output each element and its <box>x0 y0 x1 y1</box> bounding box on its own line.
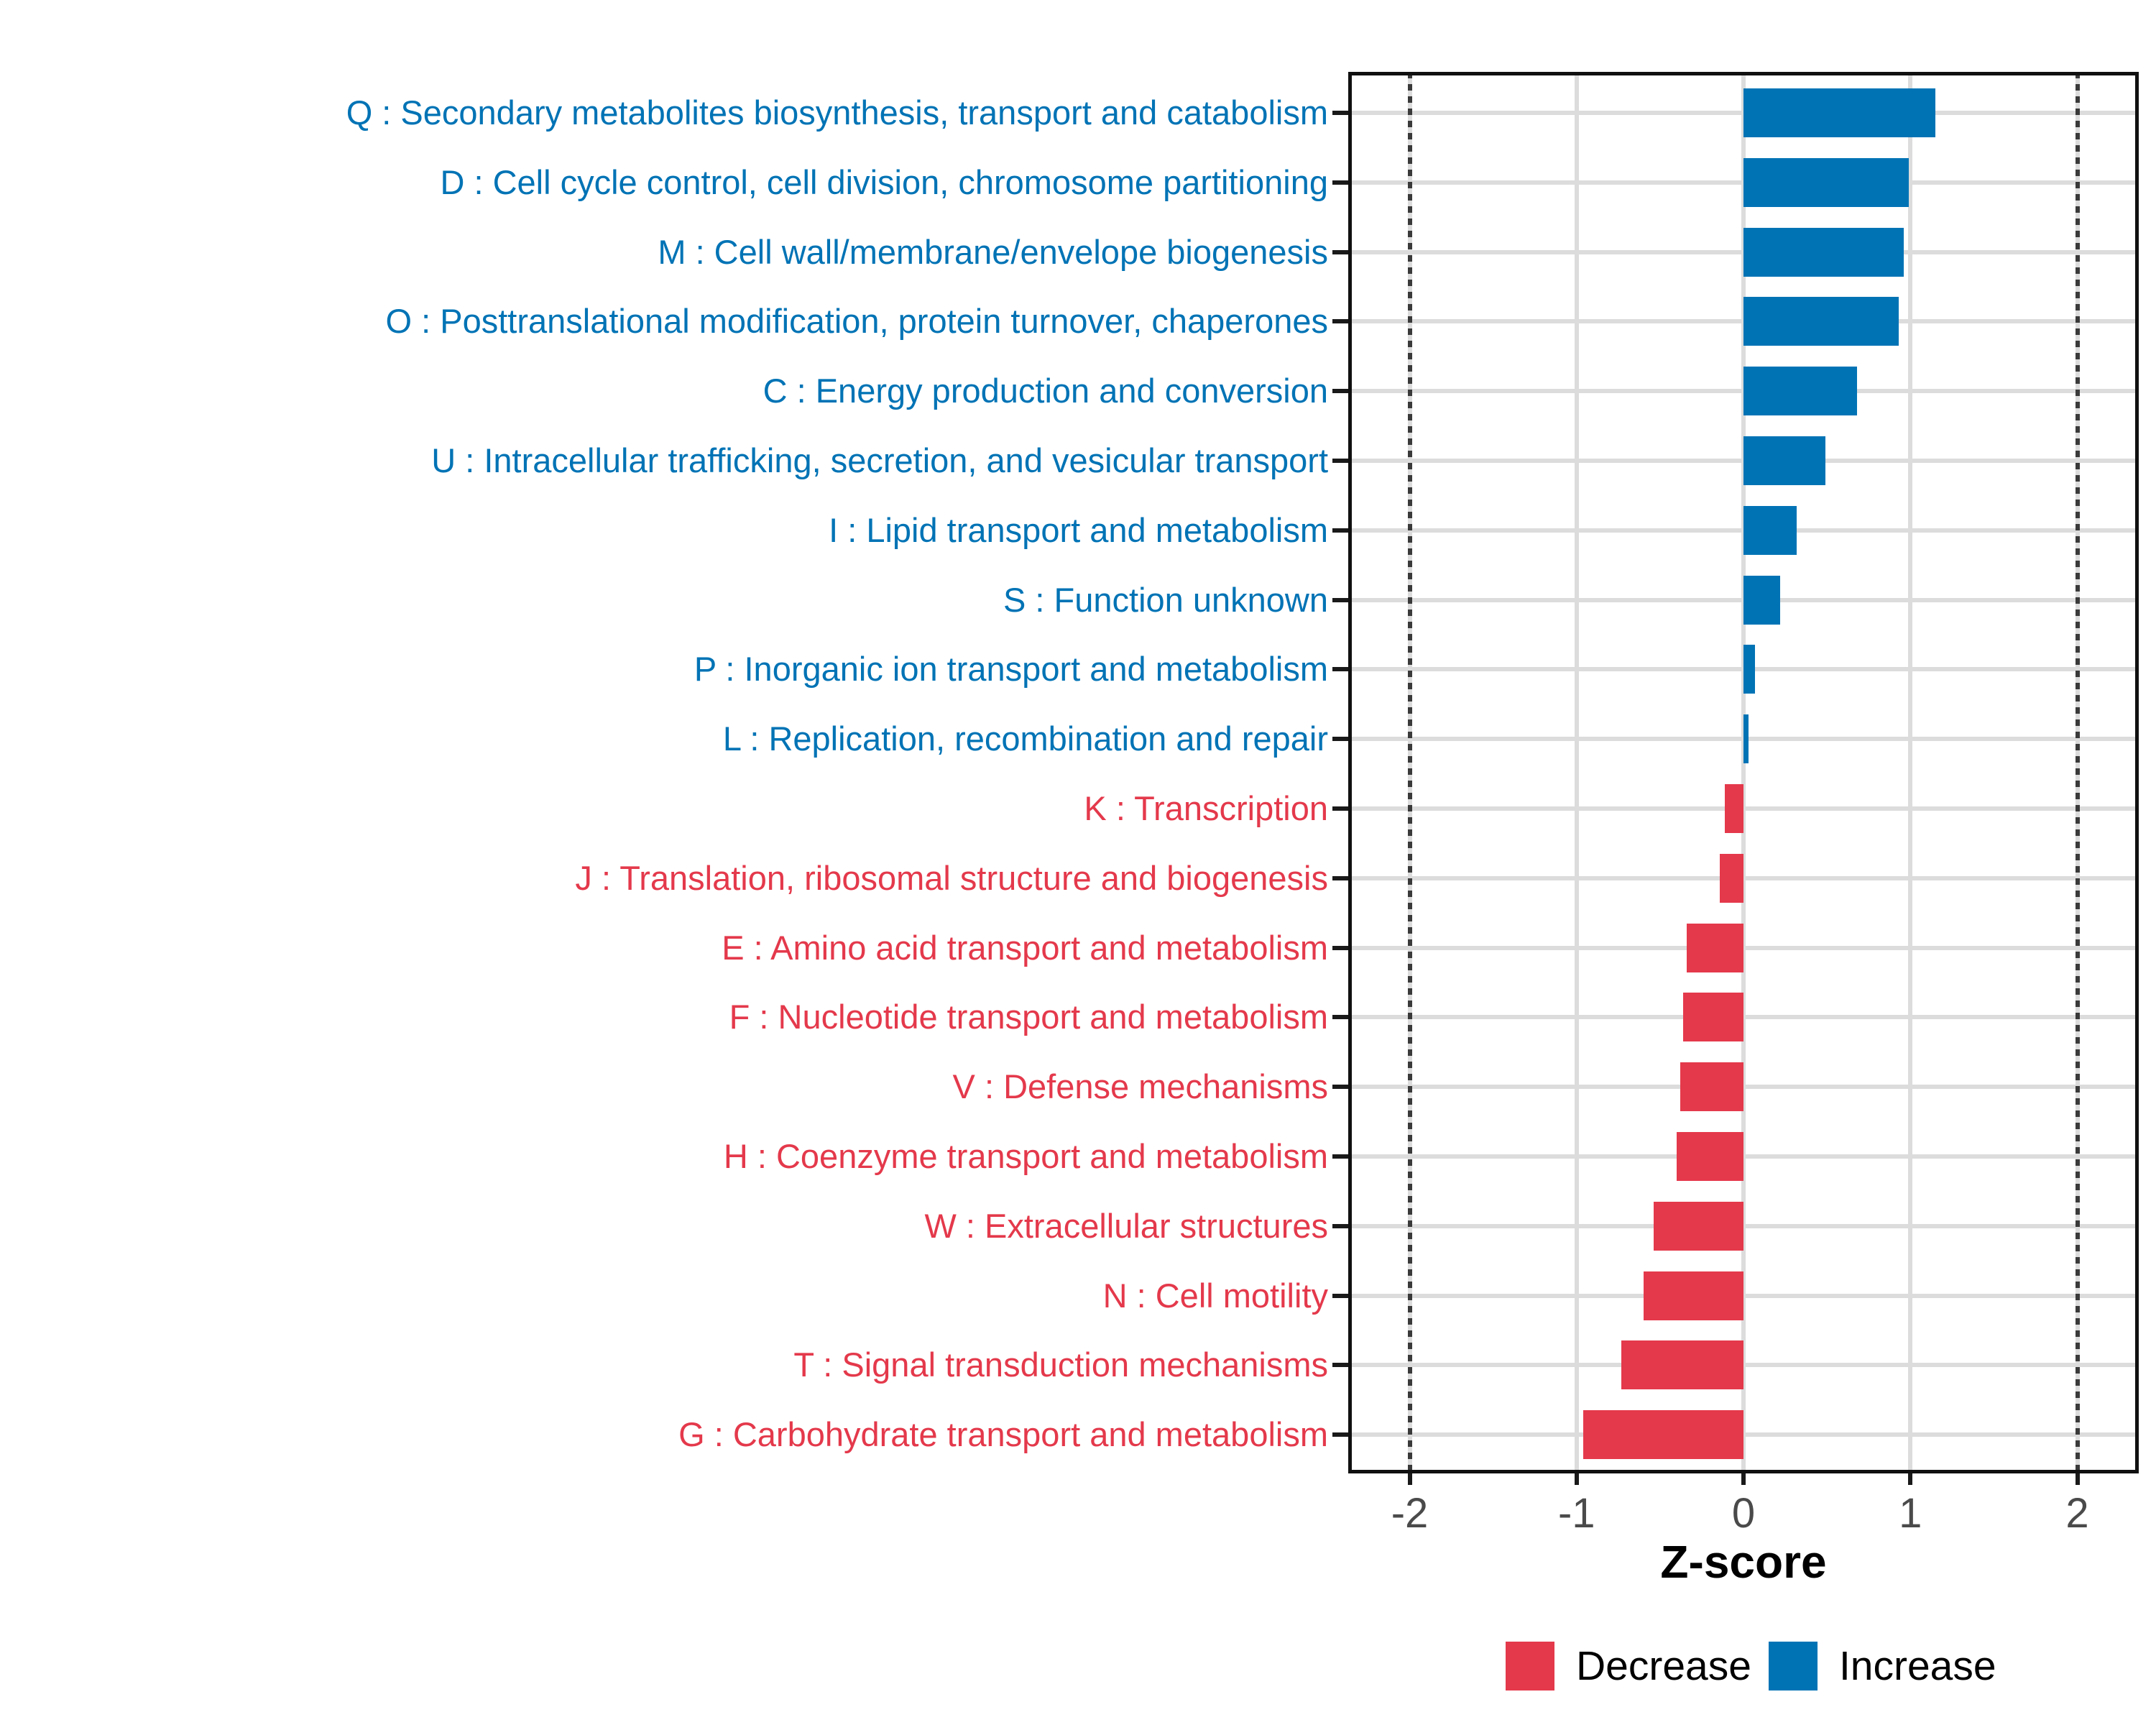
category-label: C : Energy production and conversion <box>763 372 1328 410</box>
category-label: M : Cell wall/membrane/envelope biogenes… <box>658 232 1328 271</box>
category-label: U : Intracellular trafficking, secretion… <box>431 441 1328 479</box>
bar <box>1720 853 1743 903</box>
x-tick-label: 1 <box>1899 1490 1922 1537</box>
bar <box>1643 1271 1743 1320</box>
category-label: K : Transcription <box>1084 789 1328 827</box>
x-tick-label: 2 <box>2065 1490 2089 1537</box>
bar <box>1743 367 1857 416</box>
y-tick <box>1332 180 1348 185</box>
y-tick <box>1332 875 1348 880</box>
category-label: D : Cell cycle control, cell division, c… <box>440 162 1328 201</box>
y-tick <box>1332 667 1348 672</box>
x-tick-label: -2 <box>1391 1490 1429 1537</box>
gridline-y <box>1348 1293 2139 1298</box>
y-tick <box>1332 597 1348 602</box>
bar <box>1743 297 1899 346</box>
x-tick <box>1908 1473 1913 1485</box>
gridline-y <box>1348 875 2139 880</box>
category-label: L : Replication, recombination and repai… <box>722 719 1328 758</box>
bar <box>1743 88 1936 137</box>
gridline-y <box>1348 945 2139 950</box>
y-tick <box>1332 249 1348 254</box>
reference-line <box>2075 72 2080 1473</box>
x-tick <box>1574 1473 1579 1485</box>
category-label: V : Defense mechanisms <box>952 1067 1328 1106</box>
gridline-y <box>1348 1432 2139 1438</box>
y-tick <box>1332 389 1348 394</box>
gridline-y <box>1348 806 2139 811</box>
y-tick <box>1332 1085 1348 1090</box>
category-label: S : Function unknown <box>1003 580 1328 619</box>
category-label: Q : Secondary metabolites biosynthesis, … <box>346 93 1328 132</box>
x-tick <box>1407 1473 1412 1485</box>
y-tick <box>1332 806 1348 811</box>
legend: Decrease Increase <box>1506 1642 2014 1690</box>
gridline-y <box>1348 1363 2139 1368</box>
y-tick <box>1332 1154 1348 1159</box>
legend-label: Decrease <box>1576 1643 1751 1689</box>
bar <box>1583 1410 1743 1460</box>
x-axis-title: Z-score <box>1660 1536 1827 1588</box>
bar <box>1743 575 1781 625</box>
legend-label: Increase <box>1838 1643 1996 1689</box>
y-tick <box>1332 1363 1348 1368</box>
category-label: P : Inorganic ion transport and metaboli… <box>694 650 1328 689</box>
category-label: H : Coenzyme transport and metabolism <box>723 1137 1328 1175</box>
gridline-x <box>1741 72 1746 1473</box>
y-tick <box>1332 1293 1348 1298</box>
legend-swatch-increase <box>1768 1642 1818 1690</box>
plot-panel <box>1348 72 2139 1473</box>
y-tick <box>1332 1432 1348 1438</box>
category-label: N : Cell motility <box>1102 1276 1328 1315</box>
bar <box>1680 1062 1743 1112</box>
gridline-x <box>1908 72 1913 1473</box>
bar <box>1743 505 1797 555</box>
y-tick <box>1332 1223 1348 1228</box>
gridline-x <box>1574 72 1579 1473</box>
bar <box>1743 714 1749 764</box>
y-tick <box>1332 737 1348 742</box>
bar <box>1743 227 1904 277</box>
bar <box>1677 1132 1743 1181</box>
gridline-y <box>1348 1223 2139 1228</box>
legend-item: Decrease <box>1506 1642 1751 1690</box>
gridline-y <box>1348 1085 2139 1090</box>
category-label: W : Extracellular structures <box>924 1206 1328 1245</box>
x-tick <box>2075 1473 2080 1485</box>
bar <box>1743 157 1909 207</box>
category-label: T : Signal transduction mechanisms <box>793 1346 1328 1384</box>
reference-line <box>1407 72 1412 1473</box>
legend-swatch-decrease <box>1506 1642 1554 1690</box>
y-tick <box>1332 319 1348 324</box>
y-tick <box>1332 459 1348 463</box>
bar <box>1743 645 1756 694</box>
bar <box>1683 993 1743 1042</box>
bar <box>1743 436 1825 485</box>
category-label: J : Translation, ribosomal structure and… <box>575 858 1328 897</box>
category-label: I : Lipid transport and metabolism <box>829 510 1328 549</box>
y-tick <box>1332 528 1348 533</box>
y-tick <box>1332 945 1348 950</box>
bar <box>1725 784 1743 833</box>
gridline-y <box>1348 1154 2139 1159</box>
y-tick <box>1332 1015 1348 1020</box>
category-label: F : Nucleotide transport and metabolism <box>729 998 1328 1036</box>
category-label: E : Amino acid transport and metabolism <box>722 928 1328 967</box>
y-tick <box>1332 111 1348 115</box>
bar <box>1687 923 1743 972</box>
bar <box>1621 1340 1743 1390</box>
category-label: O : Posttranslational modification, prot… <box>385 302 1328 341</box>
legend-item: Increase <box>1768 1642 1996 1690</box>
gridline-y <box>1348 1015 2139 1020</box>
category-label: G : Carbohydrate transport and metabolis… <box>678 1415 1328 1454</box>
bar <box>1653 1201 1743 1251</box>
x-tick-label: 0 <box>1731 1490 1756 1537</box>
x-tick-label: -1 <box>1557 1490 1595 1537</box>
x-tick <box>1741 1473 1746 1485</box>
